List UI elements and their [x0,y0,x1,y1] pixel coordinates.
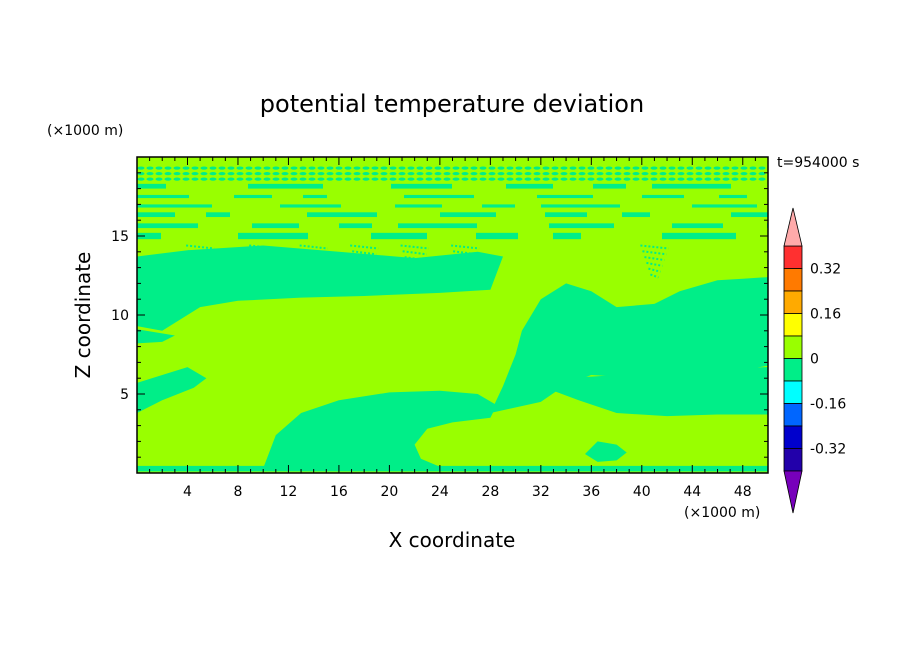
stripe-band [137,212,768,218]
colorbar: 0.32 0.16 0 -0.16 -0.32 [783,207,846,514]
x-ticks: 4 8 12 16 20 24 28 32 36 40 44 48 [149,157,756,500]
stripe-band [137,232,736,240]
colorbar-swatch [783,290,803,314]
x-tick-label: 12 [280,484,298,500]
x-tick-label: 40 [633,484,651,500]
colorbar-label: 0.32 [810,262,841,278]
x-tick-label: 36 [582,484,600,500]
colorbar-label: -0.32 [810,442,846,458]
colorbar-swatch [783,268,803,292]
colorbar-swatch [783,335,803,359]
wave-cone [350,244,379,279]
x-tick-label: 24 [431,484,449,500]
colorbar-label: 0 [810,352,819,368]
colorbar-swatch [783,358,803,382]
wave-cone [400,244,429,279]
wave-cone [185,244,215,279]
x-tick-label: 16 [330,484,348,500]
stripe-band [137,194,747,199]
colorbar-label: 0.16 [810,307,841,323]
x-tick-label: 20 [380,484,398,500]
chart-title: potential temperature deviation [260,90,644,118]
x-tick-label: 28 [481,484,499,500]
x-axis-title: X coordinate [389,528,516,552]
colorbar-swatch [783,425,803,449]
colorbar-swatch [783,313,803,337]
ripple-band [137,166,768,181]
colorbar-over-arrow [783,207,803,247]
x-tick-label: 48 [734,484,752,500]
y-unit-label: (×1000 m) [47,123,123,139]
x-tick-label: 8 [233,484,242,500]
y-tick-label: 10 [111,308,129,324]
wave-cone [451,244,480,279]
negative-region-right-base [540,367,768,417]
surface-layer [137,465,768,472]
y-tick-label: 15 [111,229,129,245]
negative-region-bottom-right-blob [585,441,627,462]
stripe-band [137,204,757,208]
x-unit-label: (×1000 m) [684,505,760,521]
colorbar-under-arrow [783,470,803,514]
wave-cone [299,244,328,279]
y-tick-label: 5 [120,387,129,403]
x-tick-label: 44 [683,484,701,500]
contour-field [137,157,768,473]
colorbar-swatch [783,380,803,404]
colorbar-swatch [783,245,803,269]
y-ticks: 5 10 15 [111,172,768,458]
colorbar-swatch [783,448,803,472]
negative-region-upper-band [137,245,503,331]
colorbar-swatch [783,403,803,427]
wave-cone [640,244,669,279]
negative-region-upper-left-patch [137,329,175,344]
colorbar-label: -0.16 [810,397,846,413]
stripe-band [137,183,731,189]
x-tick-label: 32 [532,484,550,500]
negative-region-lower-left [137,367,207,413]
y-axis-title: Z coordinate [71,252,95,379]
time-label: t=954000 s [777,155,859,171]
wave-cone [249,244,278,279]
x-tick-label: 4 [183,484,192,500]
negative-region-lower-center [263,390,497,469]
